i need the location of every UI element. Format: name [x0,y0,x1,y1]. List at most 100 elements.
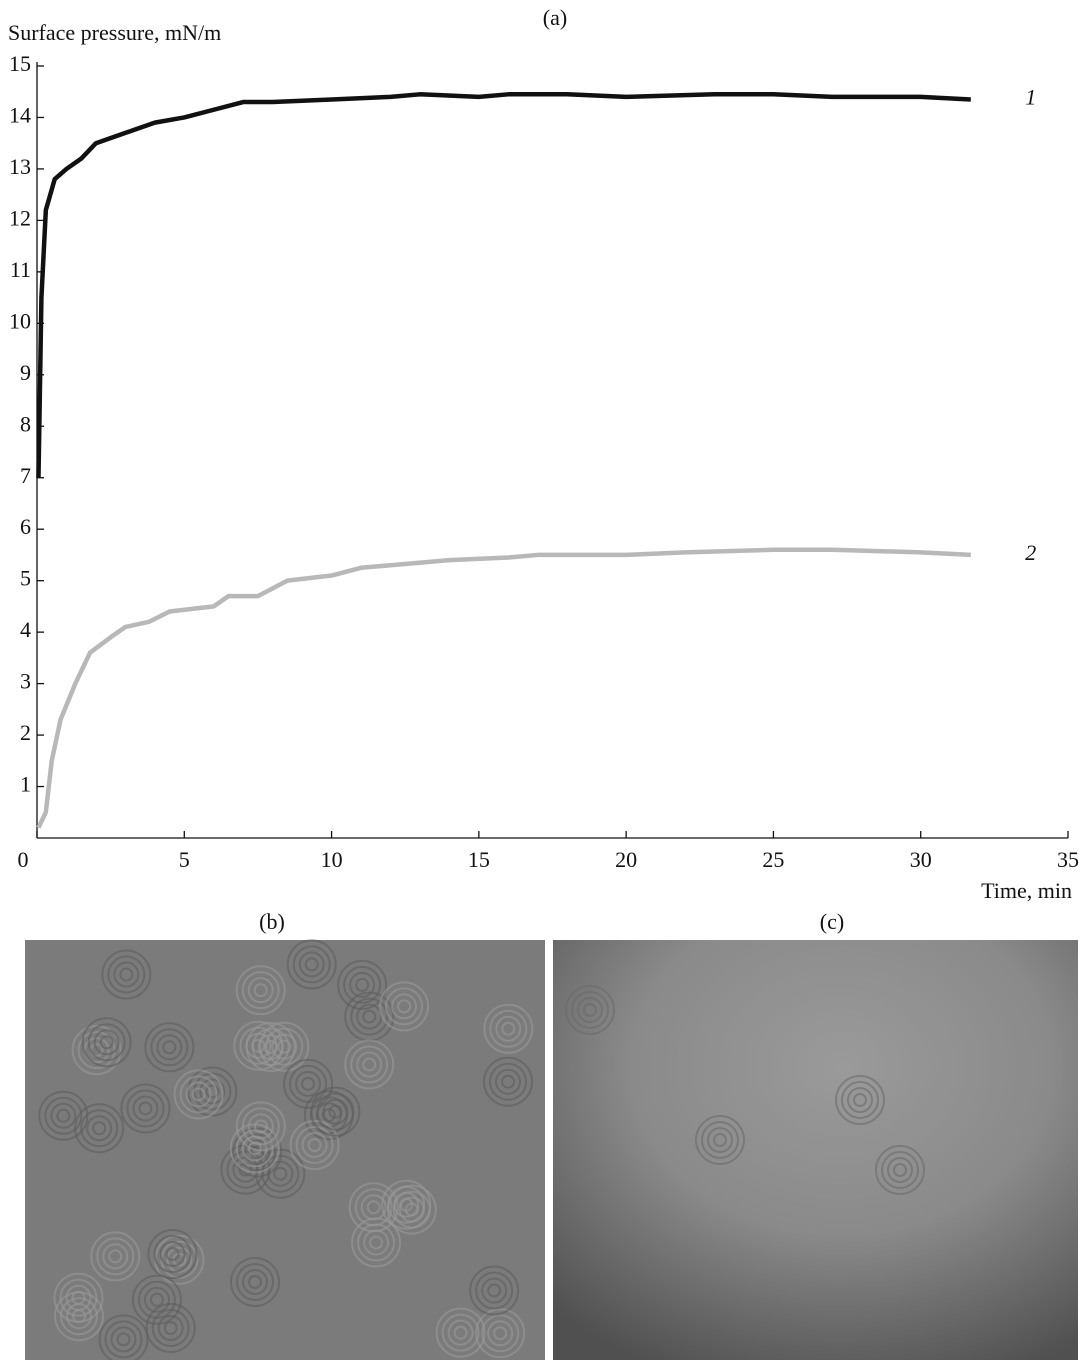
ring [235,1129,274,1168]
ring [259,1021,310,1072]
ring [695,1115,745,1165]
ring [38,1090,89,1141]
panel-label: (c) [820,909,844,934]
series-label: 2 [1025,540,1036,565]
x-tick-label: 5 [179,847,190,872]
ring [295,1126,334,1165]
ring [292,945,331,984]
ring [481,1277,508,1304]
y-tick-label: 6 [20,514,31,539]
ring [87,1023,126,1062]
ring [71,1025,122,1076]
ring [391,993,418,1020]
ring [156,1034,183,1061]
ring [495,1015,522,1042]
ring [835,1075,885,1125]
ring [286,939,337,990]
ring [247,1113,274,1140]
y-tick-label: 1 [20,772,31,797]
ring [113,961,140,988]
ring [350,997,389,1036]
ring [93,1029,120,1056]
ring [102,1243,129,1270]
x-axis-label: Time, min [981,878,1072,903]
ring [385,987,424,1026]
x-tick-label: 15 [468,847,490,872]
ring [107,955,146,994]
series-line [36,547,971,829]
ring [253,1119,268,1134]
ring [356,1051,383,1078]
ring [501,1074,516,1089]
ring [132,1095,159,1122]
ring [501,1021,516,1036]
panel-label: (b) [259,909,285,934]
x-tick-label: 35 [1057,847,1079,872]
ring [322,1098,349,1125]
ring [119,967,134,982]
ring [162,1040,177,1055]
ring [277,1039,292,1054]
ring [841,1081,879,1119]
y-tick-label: 7 [20,463,31,488]
ring [173,1069,224,1120]
ring [316,1092,355,1131]
ring [241,1107,280,1146]
ring [253,983,268,998]
micrograph-c [553,940,1078,1360]
y-tick-label: 5 [20,566,31,591]
ring [191,1087,206,1102]
ring [86,1115,113,1142]
ring [185,1081,212,1108]
ring [163,1321,178,1336]
ring [149,1292,164,1307]
ring [489,1009,528,1048]
ring [399,1197,414,1212]
ring [147,1228,198,1279]
ring [226,1150,265,1189]
ring [577,997,603,1023]
ring [144,1022,195,1073]
ring [230,1256,281,1307]
ring [304,957,319,972]
ring [232,1156,259,1183]
ring [104,1320,143,1359]
y-tick-label: 9 [20,360,31,385]
y-tick-label: 4 [20,617,31,642]
ring [351,1217,402,1268]
ring [90,1231,141,1282]
ring [344,1039,395,1090]
ring [310,1086,361,1137]
ring [126,1089,165,1128]
ring [247,977,274,1004]
ring [453,1325,468,1340]
ring [489,1062,528,1101]
ring [56,1108,71,1123]
ring [248,1274,263,1289]
ring [295,1070,322,1097]
y-axis-label: Surface pressure, mN/m [8,20,221,45]
ring [343,965,382,1004]
y-tick-label: 3 [20,669,31,694]
ring [289,1064,328,1103]
ring [72,1309,87,1324]
ring [847,1087,873,1113]
x-tick-label: 30 [910,847,932,872]
ring [187,1066,238,1117]
ring [265,1027,304,1066]
ring [235,1101,286,1152]
ring [362,1057,377,1072]
ring [157,1315,184,1342]
ring [289,1120,340,1171]
ring [298,951,325,978]
ring [571,991,609,1029]
ring [349,971,376,998]
ring [853,1093,867,1107]
ring [199,1078,226,1105]
ring [150,1028,189,1067]
x-tick-label: 0 [18,847,29,872]
ring [393,1191,420,1218]
ring [179,1075,218,1114]
ring [159,1240,186,1267]
ring [44,1096,83,1135]
